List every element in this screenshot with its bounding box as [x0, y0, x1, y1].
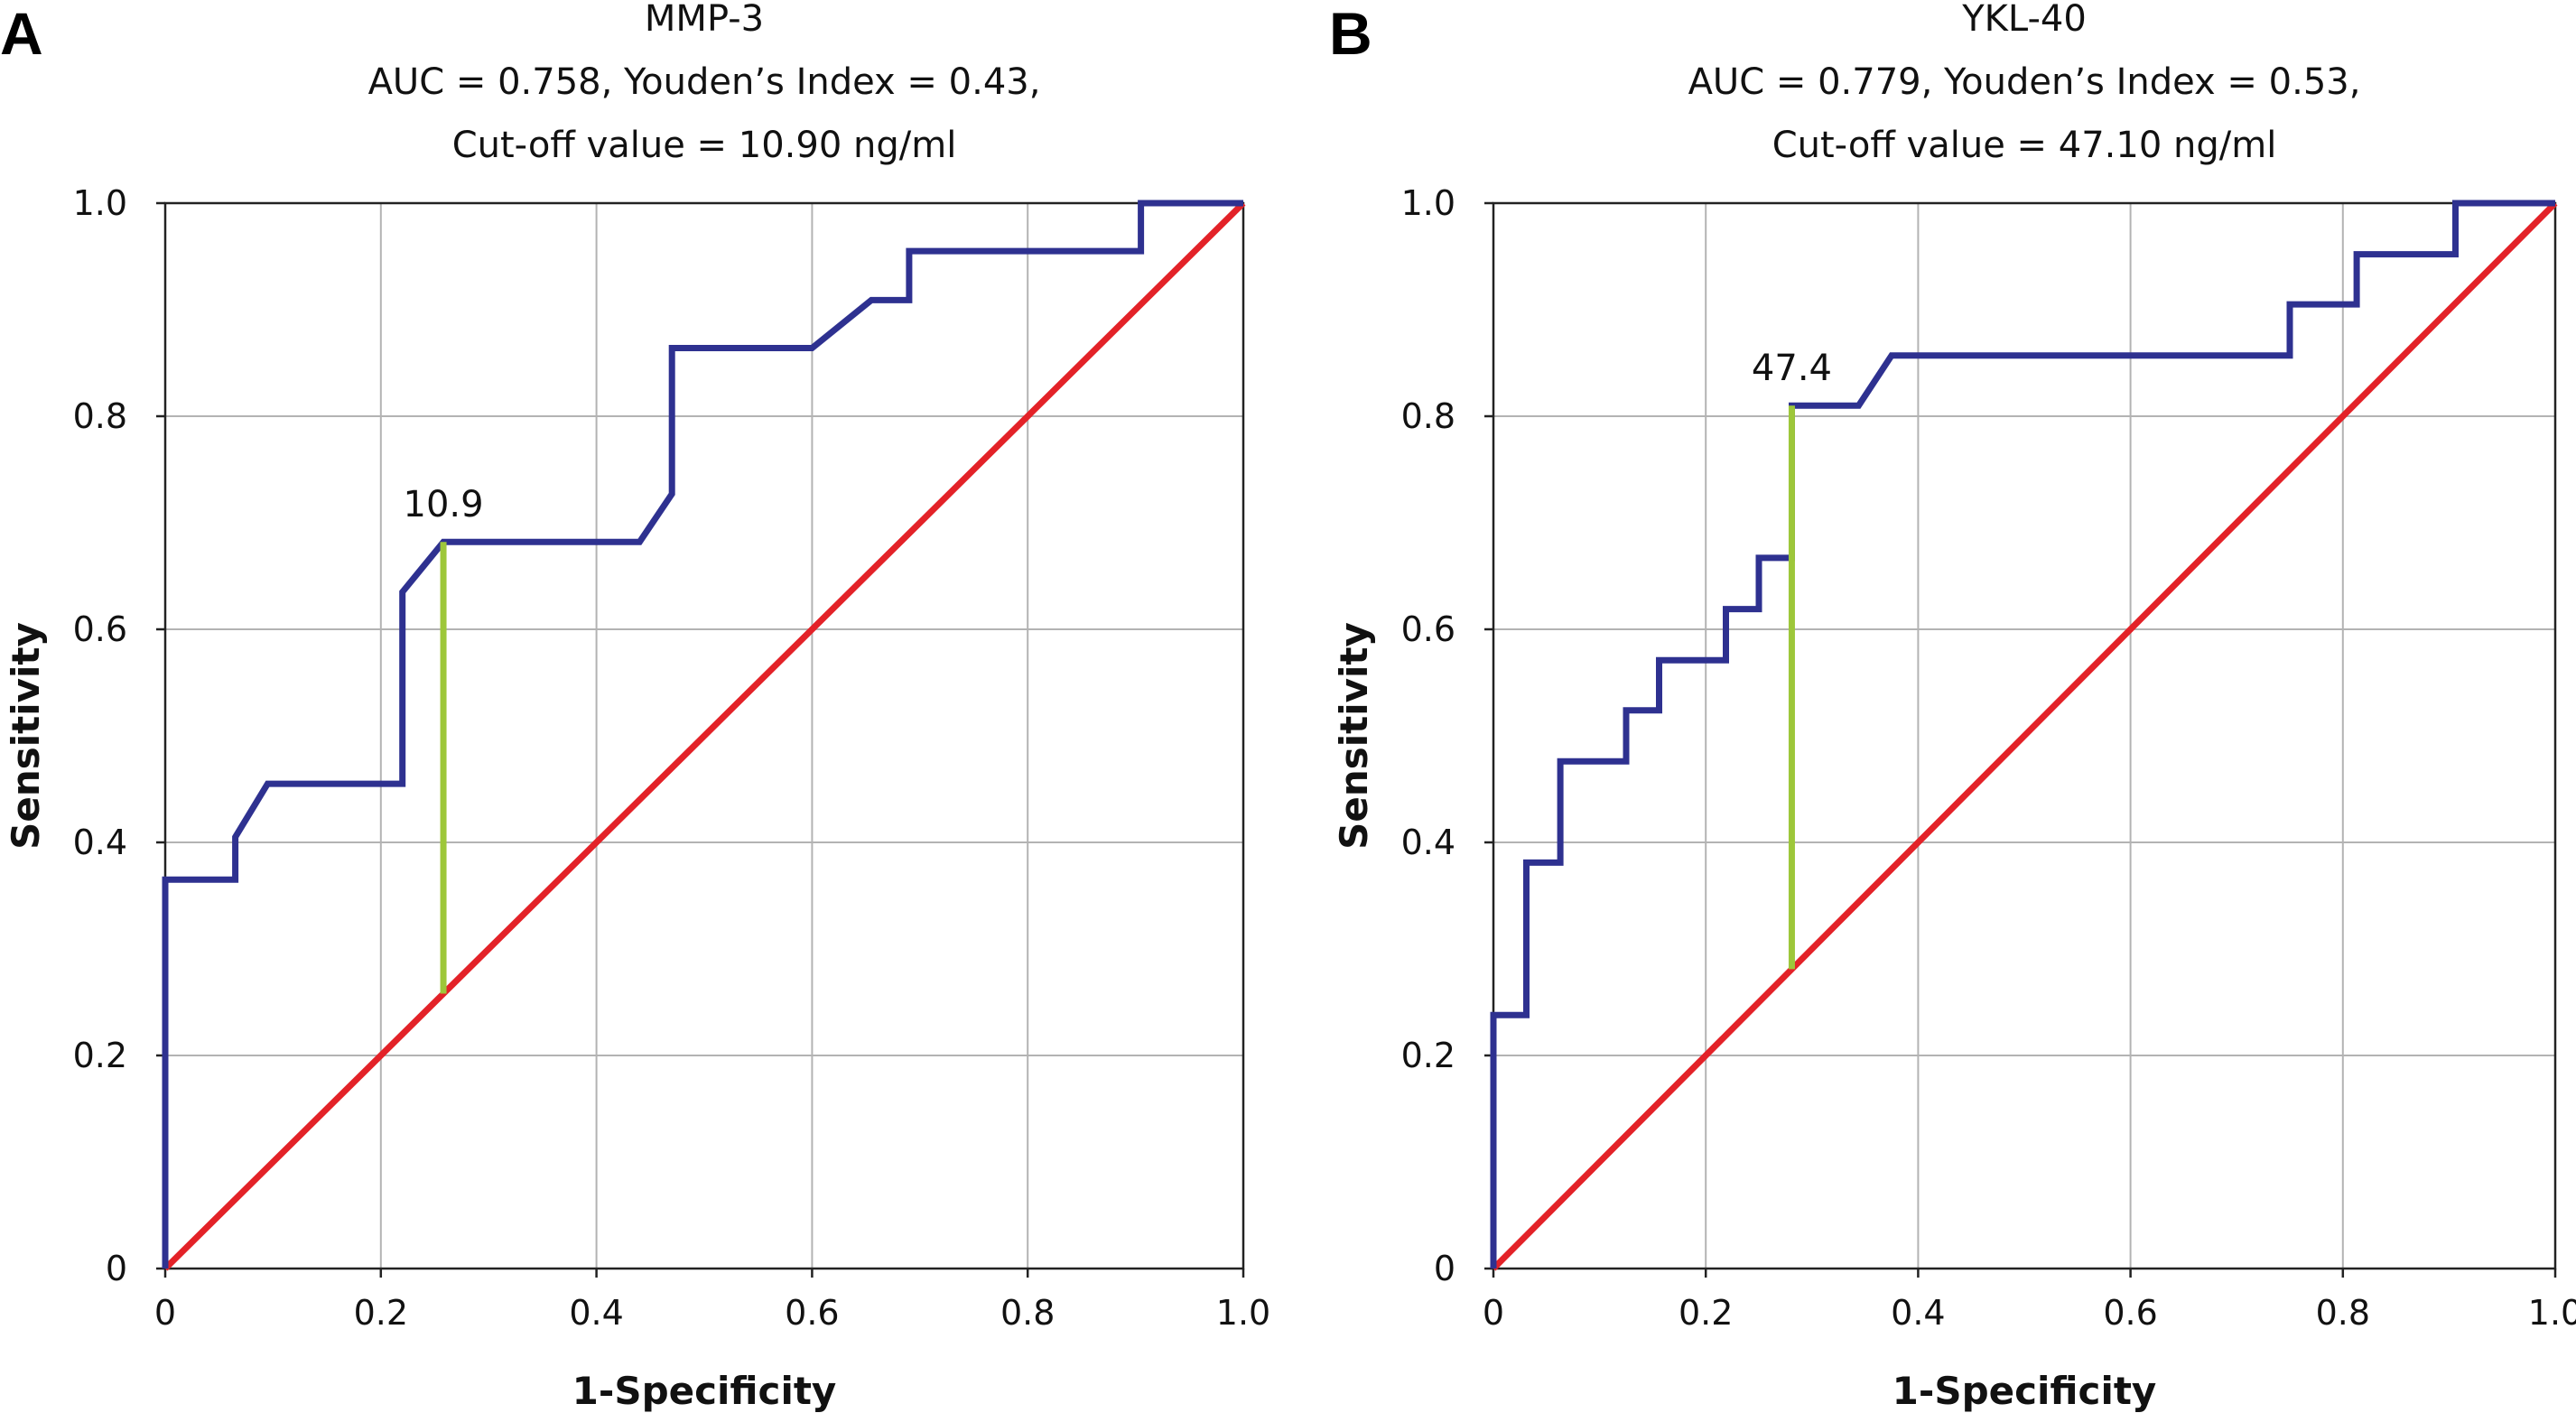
x-tick-label: 0.2	[1679, 1293, 1733, 1333]
chart-title-line: YKL-40	[1961, 0, 2087, 40]
cutoff-value-label: 47.4	[1752, 348, 1832, 389]
roc-panel-a: A MMP-3 AUC = 0.758, Youden’s Index = 0.43…	[0, 0, 1270, 1413]
x-tick-label: 1.0	[1216, 1293, 1270, 1333]
y-tick-label: 0	[106, 1249, 127, 1288]
chart-title-line: AUC = 0.758, Youden’s Index = 0.43,	[368, 61, 1041, 103]
x-tick-label: 0.8	[2316, 1293, 2370, 1333]
y-tick-label: 0.4	[73, 823, 127, 862]
y-tick-label: 0.6	[1401, 609, 1455, 649]
y-axis-label: Sensitivity	[1332, 622, 1376, 850]
reference-diagonal-line	[1493, 203, 2555, 1269]
x-axis-label: 1-Specificity	[1892, 1369, 2157, 1413]
y-tick-label: 1.0	[73, 183, 127, 223]
x-tick-label: 0	[154, 1293, 176, 1333]
x-tick-label: 0.4	[569, 1293, 623, 1333]
reference-diagonal-line	[165, 203, 1243, 1269]
x-tick-label: 1.0	[2528, 1293, 2576, 1333]
y-tick-label: 0.8	[73, 396, 127, 436]
chart-title-line: AUC = 0.779, Youden’s Index = 0.53,	[1688, 61, 2361, 103]
roc-panel-b: B YKL-40 AUC = 0.779, Youden’s Index = 0.5…	[1329, 0, 2576, 1413]
panel-letter: A	[0, 0, 43, 67]
chart-title-line: Cut-off value = 47.10 ng/ml	[1772, 125, 2277, 166]
y-tick-label: 0	[1434, 1249, 1455, 1288]
y-tick-label: 0.4	[1401, 823, 1455, 862]
x-axis-label: 1-Specificity	[572, 1369, 837, 1413]
y-tick-label: 1.0	[1401, 183, 1455, 223]
y-tick-label: 0.8	[1401, 396, 1455, 436]
cutoff-value-label: 10.9	[404, 484, 484, 525]
chart-title-line: Cut-off value = 10.90 ng/ml	[452, 125, 957, 166]
roc-figure: A MMP-3 AUC = 0.758, Youden’s Index = 0.43…	[0, 0, 2576, 1413]
x-tick-label: 0.6	[2103, 1293, 2157, 1333]
panel-letter: B	[1329, 0, 1372, 67]
y-tick-label: 0.2	[73, 1036, 127, 1075]
x-tick-label: 0.4	[1891, 1293, 1945, 1333]
x-tick-label: 0.2	[354, 1293, 408, 1333]
y-axis-label: Sensitivity	[4, 622, 48, 850]
y-tick-label: 0.6	[73, 609, 127, 649]
x-tick-label: 0.8	[1000, 1293, 1055, 1333]
chart-title-line: MMP-3	[645, 0, 764, 40]
y-tick-label: 0.2	[1401, 1036, 1455, 1075]
x-tick-label: 0	[1483, 1293, 1504, 1333]
x-tick-label: 0.6	[785, 1293, 839, 1333]
